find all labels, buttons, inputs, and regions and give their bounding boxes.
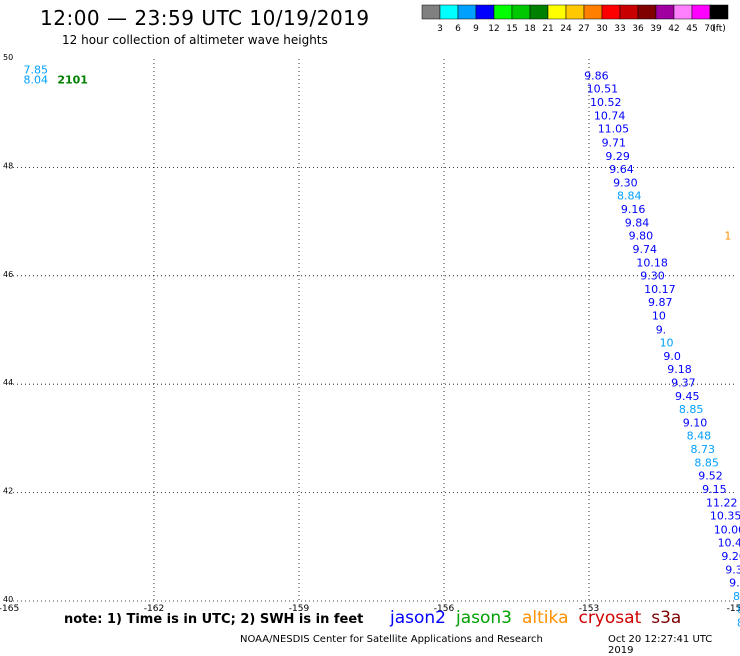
chart-title: 12:00 — 23:59 UTC 10/19/2019 <box>40 6 370 30</box>
swh-label: 9.33 <box>725 563 740 576</box>
swh-label: 9.15 <box>702 483 727 496</box>
swh-label: 8.85 <box>679 403 704 416</box>
swh-label: 9.20 <box>721 550 740 563</box>
scale-label: 39 <box>650 24 662 34</box>
scale-label: 6 <box>455 24 461 34</box>
scale-label: 42 <box>668 24 679 34</box>
swh-label: 9.37 <box>671 376 696 389</box>
swh-label: 10.17 <box>644 283 676 296</box>
scale-swatch <box>709 4 729 20</box>
swh-label: 8.84 <box>617 189 642 202</box>
scale-label: 21 <box>542 24 553 34</box>
scale-label: 12 <box>488 24 499 34</box>
swh-label: 8.85 <box>694 457 719 470</box>
x-tick-label: -162 <box>144 604 164 614</box>
timestamp: Oct 20 12:27:41 UTC 2019 <box>608 634 713 656</box>
scale-label: 30 <box>596 24 608 34</box>
swh-label: 9.74 <box>633 243 658 256</box>
x-tick-label: -165 <box>0 604 19 614</box>
swh-label: 10.35 <box>710 510 740 523</box>
scale-label: 36 <box>632 24 644 34</box>
legend-jason3: jason3 <box>456 608 512 628</box>
swh-label: 2101 <box>57 73 88 86</box>
y-tick-label: 40 <box>3 595 13 604</box>
swh-label: 11.05 <box>598 123 630 136</box>
satellite-legend: jason2 jason3 altika cryosat s3a <box>390 608 691 628</box>
y-tick-label: 46 <box>3 270 13 279</box>
swh-label: 9.86 <box>584 70 609 83</box>
y-tick-label: 50 <box>3 53 13 62</box>
swh-label: 10.45 <box>718 536 740 549</box>
scale-label: (ft) <box>712 24 726 34</box>
swh-label: 10.18 <box>636 257 668 270</box>
swh-label: 9.71 <box>602 136 627 149</box>
swh-label: 8.24 <box>733 590 740 603</box>
swh-label: 9.87 <box>648 296 673 309</box>
y-tick-label: 44 <box>3 378 13 387</box>
scale-label: 18 <box>524 24 536 34</box>
swh-label: 8.96 <box>737 616 740 629</box>
swh-label: 9.29 <box>605 150 630 163</box>
scale-label: 15 <box>506 24 517 34</box>
x-tick-label: -159 <box>289 604 310 614</box>
scale-label: 9 <box>473 24 479 34</box>
swh-label: 9.84 <box>625 216 650 229</box>
swh-label: 9.80 <box>629 229 654 242</box>
swh-label: 11.22 <box>706 497 738 510</box>
scale-label: 45 <box>686 24 697 34</box>
y-tick-label: 42 <box>3 487 13 496</box>
swh-label: 9.0 <box>663 350 681 363</box>
x-tick-label: -15 <box>727 604 740 614</box>
swh-label: 9.30 <box>613 176 638 189</box>
legend-s3a: s3a <box>651 608 682 628</box>
legend-altika: altika <box>522 608 569 628</box>
swh-label: 9.10 <box>683 416 708 429</box>
swh-label: 9.30 <box>640 270 665 283</box>
credit-text: NOAA/NESDIS Center for Satellite Applica… <box>240 634 543 645</box>
color-scale: 3 6 9 12 15 18 21 24 27 30 33 36 39 42 45 70(ft) <box>421 4 729 34</box>
x-tick-label: -153 <box>579 604 599 614</box>
swh-label: 8.73 <box>691 443 716 456</box>
swh-label: 9.45 <box>675 390 700 403</box>
swh-label: 7.85 <box>24 64 49 77</box>
swh-label: 8.48 <box>687 429 712 442</box>
swh-label: 10 <box>660 336 674 349</box>
x-tick-label: -156 <box>434 604 455 614</box>
swh-label: 8.34 <box>737 603 740 616</box>
scale-label: 70 <box>704 24 716 34</box>
swh-label: 9.18 <box>667 363 692 376</box>
chart-subtitle: 12 hour collection of altimeter wave hei… <box>62 33 328 47</box>
swh-label: 10 <box>652 310 666 323</box>
swh-label: 9.16 <box>621 203 646 216</box>
legend-jason2: jason2 <box>390 608 446 628</box>
scale-label: 3 <box>437 24 443 34</box>
swh-label: 10.00 <box>714 523 740 536</box>
scale-label: 27 <box>578 24 589 34</box>
swh-label: 9.52 <box>698 470 723 483</box>
legend-cryosat: cryosat <box>578 608 642 628</box>
swh-label: 9. <box>656 323 667 336</box>
swh-label: 10.51 <box>587 83 619 96</box>
scale-label: 24 <box>560 24 572 34</box>
swh-label: 9.04 <box>729 576 740 589</box>
footer-note: note: 1) Time is in UTC; 2) SWH is in fe… <box>64 612 364 627</box>
y-tick-label: 48 <box>3 161 13 170</box>
swh-label: 1 <box>724 229 731 242</box>
swh-label: 8.04 <box>24 73 49 86</box>
swh-label: 10.74 <box>594 110 626 123</box>
swh-label: 9.64 <box>609 163 634 176</box>
scale-label: 33 <box>614 24 625 34</box>
swh-label: 10.52 <box>590 96 622 109</box>
